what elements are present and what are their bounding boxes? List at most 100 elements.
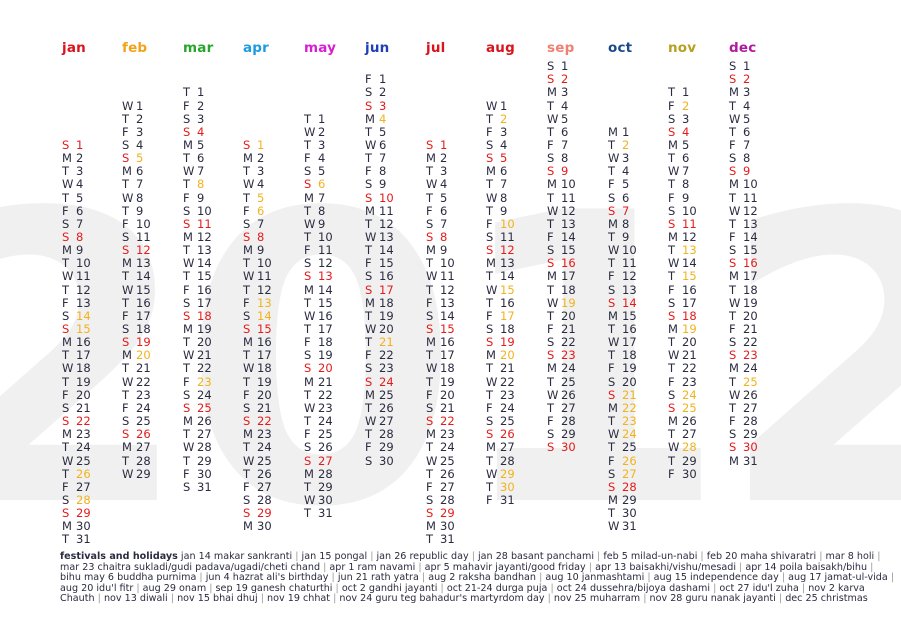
day-number: 6 [76,203,84,218]
weekday-letter: T [608,137,616,152]
weekday-letter: T [426,532,434,547]
day-feb-19: S 19 [122,336,151,349]
weekday-letter: W [547,111,559,126]
day-number: 27 [440,479,455,494]
day-nov-22: T 22 [668,362,697,375]
weekday-letter: M [729,453,739,468]
day-may-14: M 14 [304,283,333,297]
day-number: 4 [682,124,690,139]
separator: | [328,572,335,584]
weekday-letter: T [183,361,191,376]
day-apr-10: T 10 [243,257,272,270]
weekday-letter: S [608,374,616,389]
day-number: 3 [743,85,751,100]
day-feb-17: F 17 [122,309,151,323]
day-number: 15 [197,269,212,284]
holiday-item: aug 20 idu'l fitr [60,582,134,594]
day-jan-19: T 19 [62,375,91,389]
day-jan-13: F 13 [62,296,91,310]
holiday-item: aug 17 jamat-ul-vida [788,572,888,584]
day-number: 9 [561,164,569,179]
day-nov-13: T 13 [668,244,697,257]
day-number: 6 [743,124,751,139]
weekday-letter: M [729,177,739,192]
day-number: 12 [379,216,394,231]
day-number: 14 [136,269,151,284]
weekday-letter: M [62,151,72,166]
day-number: 3 [76,164,84,179]
holiday-item: apr 13 baisakhi/vishu/mesadi [595,561,736,573]
day-number: 1 [561,59,569,73]
day-number: 4 [318,151,326,166]
weekday-letter: T [547,308,555,323]
day-aug-29: W 29 [486,467,515,481]
month-name-jul: jul [426,40,446,56]
day-number: 23 [136,387,151,402]
weekday-letter: T [304,295,312,310]
day-number: 16 [257,335,272,350]
day-dec-19: W 19 [729,296,758,310]
day-number: 20 [76,387,91,402]
day-number: 9 [379,177,387,192]
day-aug-21: T 21 [486,362,515,375]
separator: | [257,593,264,605]
day-number: 29 [257,506,272,521]
day-jun-14: T 14 [365,244,394,257]
weekday-letter: T [668,361,676,376]
day-apr-18: W 18 [243,362,272,375]
day-number: 31 [197,479,212,494]
day-number: 17 [257,348,272,363]
weekday-letter: S [486,414,494,429]
weekday-letter: M [729,361,739,376]
weekday-letter: W [668,164,680,179]
day-number: 28 [440,492,455,507]
day-mar-17: S 17 [183,296,212,310]
day-number: 27 [500,440,515,455]
weekday-letter: T [304,322,312,336]
weekday-letter: S [365,269,373,284]
weekday-letter: T [486,269,494,284]
weekday-letter: W [243,361,255,376]
weekday-letter: T [426,440,434,455]
day-number: 27 [76,479,91,494]
day-number: 1 [440,137,448,152]
separator: | [133,582,140,594]
day-number: 27 [379,414,394,429]
holiday-item: apr 1 ram navami [329,561,416,573]
day-number: 4 [197,124,205,139]
weekday-letter: W [365,230,377,244]
day-jul-16: M 16 [426,336,455,349]
separator: | [167,593,174,605]
day-jun-28: T 28 [365,428,394,441]
weekday-letter: T [304,111,312,126]
day-number: 5 [136,151,144,166]
weekday-letter: T [365,216,373,231]
day-number: 12 [257,282,272,297]
day-number: 4 [136,137,144,152]
day-dec-27: T 27 [729,401,758,415]
day-number: 8 [76,230,84,244]
day-number: 22 [622,400,637,415]
day-number: 10 [197,203,212,218]
day-number: 7 [500,177,508,192]
weekday-letter: S [62,322,70,336]
day-apr-17: T 17 [243,349,272,362]
day-dec-29: S 29 [729,428,758,441]
weekday-letter: T [486,361,494,376]
day-number: 17 [743,269,758,284]
weekday-letter: M [729,269,739,284]
